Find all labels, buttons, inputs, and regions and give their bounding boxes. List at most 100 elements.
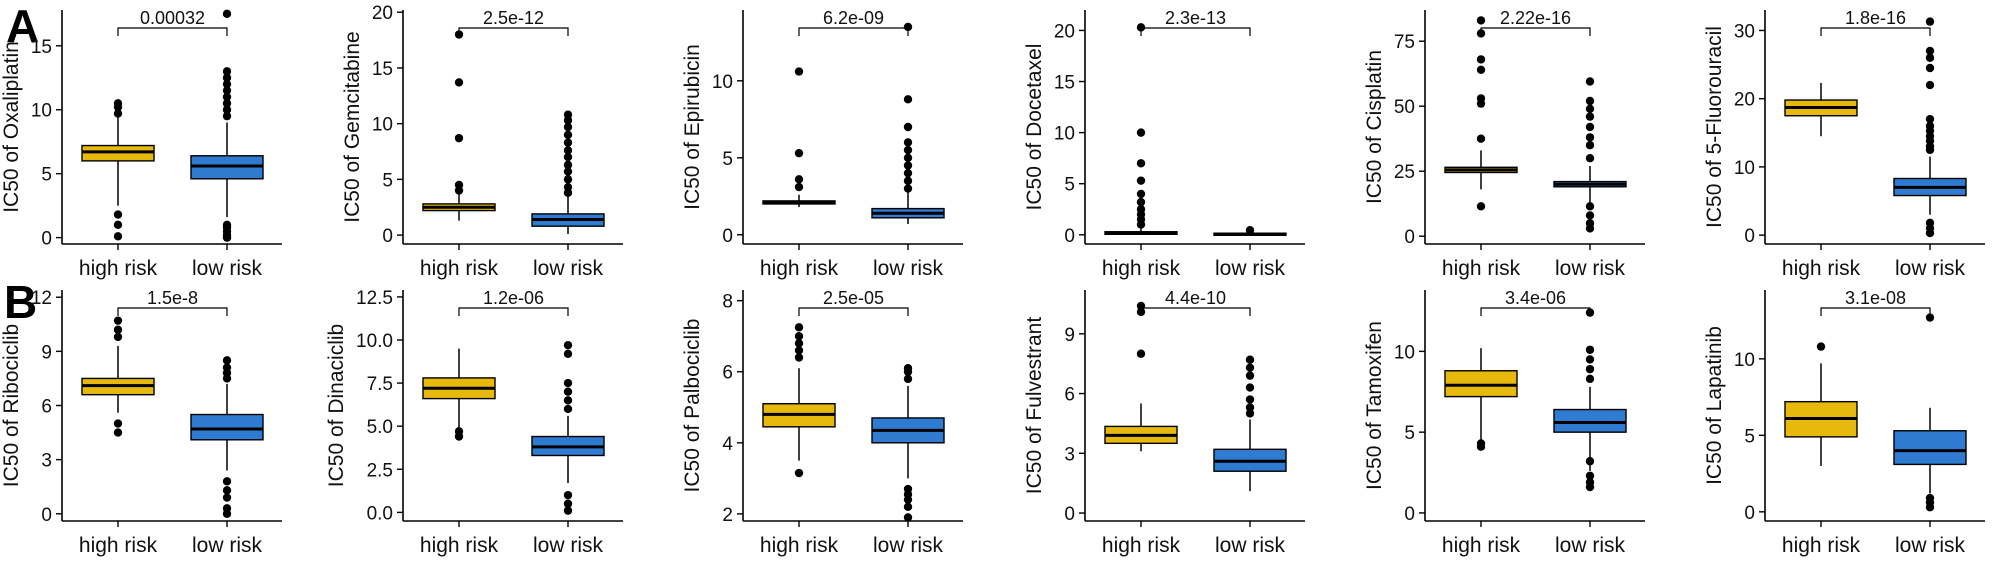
outlier-point — [1585, 457, 1595, 466]
outlier-point — [563, 167, 573, 176]
outlier-point — [1476, 134, 1486, 143]
outlier-point — [563, 110, 573, 119]
y-tick-label: 3 — [1064, 444, 1075, 465]
outlier-point — [113, 232, 123, 241]
y-tick-label: 10.0 — [356, 331, 393, 352]
y-tick-label: 10 — [372, 115, 393, 136]
outlier-point — [1585, 122, 1595, 132]
y-tick-label: 6 — [41, 397, 52, 418]
y-tick-label: 4 — [722, 434, 733, 455]
outlier-point — [113, 428, 123, 437]
outlier-point — [903, 138, 913, 147]
y-tick-label: 5 — [1744, 426, 1755, 447]
significance-bracket — [1140, 307, 1251, 316]
outlier-point — [113, 316, 123, 325]
outlier-point — [563, 396, 573, 405]
outlier-point — [794, 332, 804, 341]
outlier-point — [222, 99, 232, 108]
outlier-point — [794, 339, 804, 348]
outlier-point — [1585, 219, 1595, 228]
x-tick-label: low risk — [533, 534, 604, 557]
chart-panel-8: 0.0 2.5 5.0 7.5 10.0 12.5 IC50 of Dinaciclib hi… — [325, 288, 623, 557]
x-tick-label: low risk — [873, 257, 944, 280]
y-tick-label: 0 — [1744, 226, 1755, 247]
y-axis-title: IC50 of Cisplatin — [1363, 50, 1386, 204]
outlier-point — [1585, 211, 1595, 220]
outlier-point — [1585, 141, 1595, 150]
panel-label-a: A — [6, 0, 39, 52]
y-tick-label: 8 — [722, 292, 733, 313]
outlier-point — [1585, 374, 1595, 384]
outlier-point — [1245, 383, 1255, 392]
outlier-point — [113, 419, 123, 428]
outlier-point — [903, 161, 913, 170]
outlier-point — [794, 182, 804, 192]
outlier-point — [1925, 493, 1935, 503]
chart-panel-6: 0 10 20 30 IC50 of 5-Fluorouracil high risk lo… — [1703, 8, 1985, 280]
y-axis-title: IC50 of 5-Fluorouracil — [1703, 26, 1726, 228]
outlier-point — [1136, 205, 1146, 214]
outlier-point — [563, 499, 573, 508]
outlier-point — [1245, 409, 1255, 418]
y-tick-label: 10 — [1734, 158, 1755, 179]
outlier-point — [113, 325, 123, 334]
outlier-point — [563, 138, 573, 147]
p-value-label: 2.22e-16 — [1500, 8, 1571, 28]
outlier-point — [1136, 349, 1146, 358]
outlier-point — [794, 175, 804, 184]
chart-panel-12: 0 5 10 IC50 of Lapatinib high risk low risk 3.… — [1703, 288, 1985, 557]
y-tick-label: 12.5 — [356, 288, 393, 309]
chart-panel-5: 0 25 50 75 IC50 of Cisplatin high risk low ris… — [1363, 8, 1645, 280]
y-tick-label: 9 — [41, 342, 52, 363]
y-axis-title: IC50 of Dinaciclib — [325, 324, 348, 487]
y-tick-label: 10 — [31, 101, 52, 122]
outlier-point — [903, 95, 913, 104]
outlier-point — [113, 220, 123, 230]
p-value-label: 6.2e-09 — [823, 8, 884, 28]
outlier-point — [794, 323, 804, 332]
p-value-label: 3.4e-06 — [1505, 288, 1566, 308]
outlier-point — [1585, 154, 1595, 163]
y-tick-label: 15 — [372, 59, 393, 80]
outlier-point — [1925, 218, 1935, 228]
outlier-point — [454, 133, 464, 143]
outlier-point — [222, 79, 232, 89]
x-tick-label: high risk — [1102, 257, 1181, 280]
y-axis-title: IC50 of Tamoxifen — [1363, 321, 1386, 490]
outlier-point — [794, 468, 804, 478]
outlier-point — [1925, 114, 1935, 124]
significance-bracket — [458, 307, 569, 316]
outlier-point — [563, 349, 573, 358]
x-tick-label: low risk — [1895, 534, 1966, 557]
outlier-point — [1585, 133, 1595, 142]
outlier-point — [1585, 112, 1595, 121]
p-value-label: 2.5e-12 — [483, 8, 544, 28]
significance-bracket — [1480, 307, 1591, 316]
x-tick-label: high risk — [1782, 257, 1861, 280]
outlier-point — [1476, 16, 1486, 25]
outlier-point — [1925, 46, 1935, 56]
y-tick-label: 0 — [1064, 226, 1075, 247]
x-tick-label: high risk — [79, 257, 158, 280]
outlier-point — [563, 404, 573, 414]
outlier-point — [222, 486, 232, 495]
outlier-point — [1245, 395, 1255, 404]
outlier-point — [563, 146, 573, 155]
significance-bracket — [1140, 27, 1251, 36]
y-axis-title: IC50 of Palbociclib — [681, 319, 704, 493]
chart-panel-7: 0 3 6 9 12 IC50 of Ribociclib high risk low ris… — [0, 288, 282, 557]
outlier-point — [563, 160, 573, 170]
outlier-point — [222, 356, 232, 365]
outlier-point — [454, 427, 464, 436]
y-tick-label: 5 — [41, 165, 52, 186]
box-iqr — [1553, 408, 1627, 433]
y-axis-title: IC50 of Docetaxel — [1023, 44, 1046, 211]
x-tick-label: high risk — [1102, 534, 1181, 557]
outlier-point — [222, 220, 232, 230]
outlier-point — [222, 105, 232, 114]
outlier-point — [903, 176, 913, 186]
chart-panel-3: 0 5 10 IC50 of Epirubicin high risk low risk 6… — [681, 8, 963, 280]
outlier-point — [222, 73, 232, 82]
outlier-point — [1476, 55, 1486, 64]
box-iqr — [1893, 430, 1967, 466]
